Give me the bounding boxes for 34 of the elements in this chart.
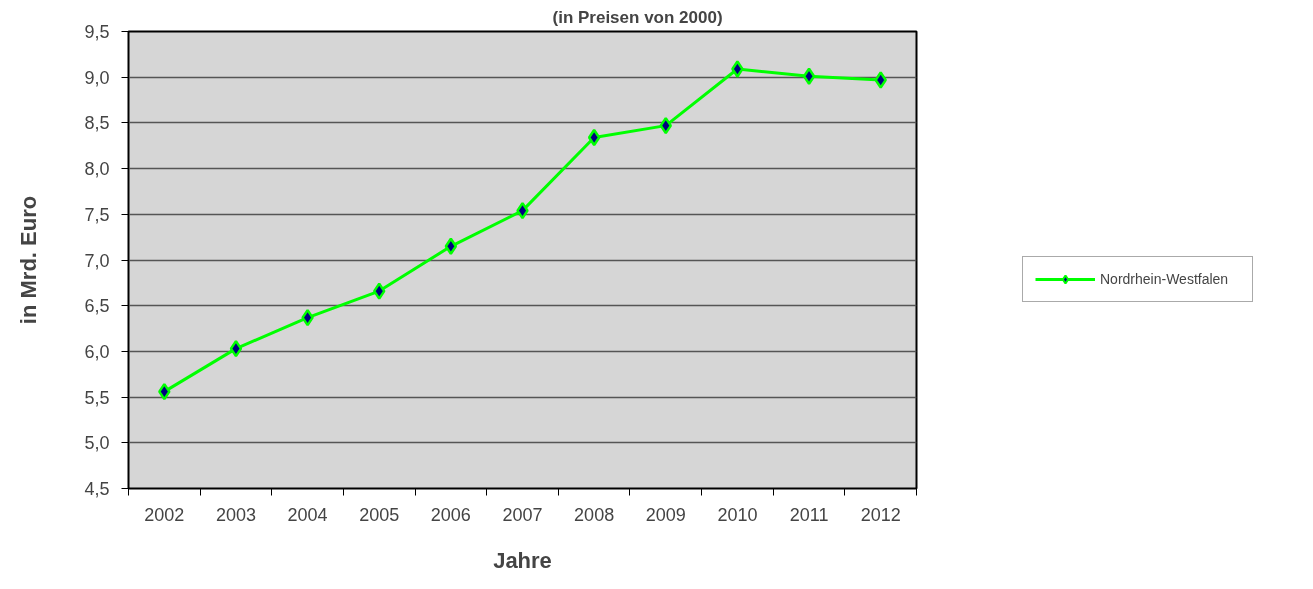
x-tick-label: 2007 (502, 504, 543, 525)
x-tick-label: 2011 (789, 504, 829, 525)
x-tick-label: 2005 (359, 504, 400, 525)
y-tick-label: 5,5 (84, 387, 110, 408)
y-tick-label: 9,0 (84, 67, 110, 88)
y-tick-label: 9,5 (84, 22, 110, 42)
y-tick-label: 7,5 (84, 204, 110, 225)
point (229, 339, 243, 358)
y-tick-label: 8,0 (84, 159, 110, 180)
y-tick-label: 6,0 (84, 341, 110, 362)
legend-label: Nordrhein-Westfalen (1100, 271, 1230, 287)
point (802, 67, 816, 86)
x-tick-label: 2002 (144, 504, 185, 525)
x-tick-label: 2006 (430, 504, 471, 525)
point (444, 237, 458, 256)
point (731, 60, 744, 78)
y-tick-label: 4,5 (84, 479, 110, 499)
x-tick-label: 2010 (717, 504, 758, 525)
point (874, 71, 887, 89)
x-tick-label: 2009 (645, 504, 686, 525)
y-tick-label: 7,0 (84, 250, 110, 271)
y-axis-title: in Mrd. Euro (16, 195, 42, 325)
point (587, 128, 601, 147)
x-tick-label: 2008 (574, 504, 615, 525)
x-tick-label: 2004 (287, 504, 328, 525)
point (659, 116, 673, 135)
y-tick-label: 8,5 (84, 113, 110, 134)
x-tick-label: 2012 (860, 504, 901, 525)
y-tick-label: 5,0 (84, 433, 110, 454)
x-tick-label: 2003 (215, 504, 256, 525)
x-axis-title: Jahre (493, 547, 552, 573)
chart-title: (in Preisen von 2000) (552, 7, 723, 27)
y-tick-label: 6,5 (84, 296, 110, 317)
point (372, 282, 386, 300)
